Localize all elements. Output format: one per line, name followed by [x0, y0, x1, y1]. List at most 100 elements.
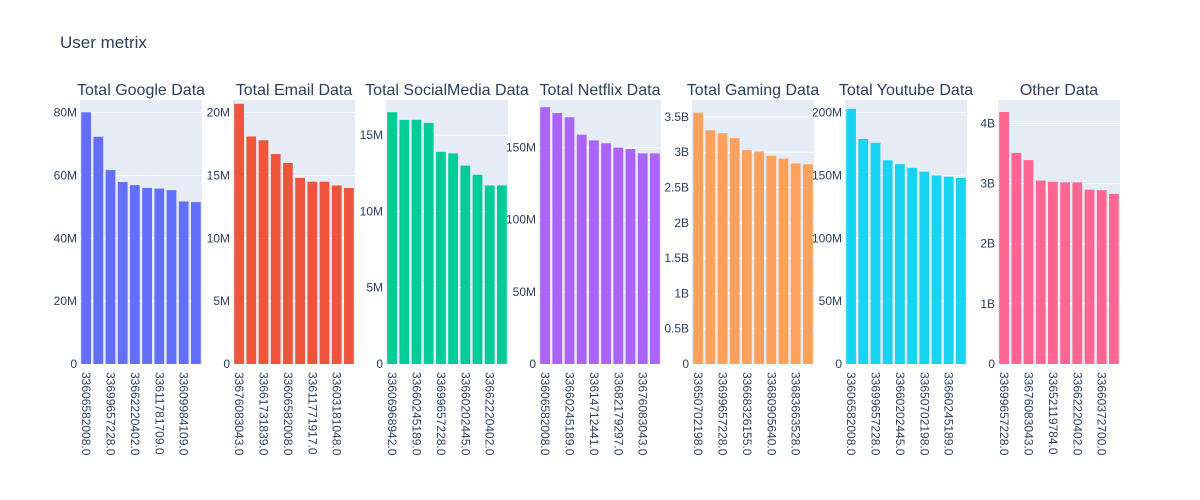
- x-tick-label: 33606968942.0: [385, 372, 399, 456]
- bar: [178, 201, 189, 364]
- bar: [344, 188, 354, 364]
- bar: [790, 163, 801, 364]
- y-tick-label: 5M: [366, 281, 383, 295]
- y-tick-label: 1B: [980, 297, 995, 311]
- y-tick-label: 200M: [812, 106, 842, 120]
- y-tick-label: 3.5B: [664, 110, 689, 124]
- y-tick-label: 50M: [513, 285, 536, 299]
- bar: [576, 134, 587, 364]
- bar: [1060, 182, 1070, 364]
- bar: [540, 107, 550, 365]
- bar: [1096, 190, 1107, 364]
- y-tick-label: 150M: [812, 168, 842, 182]
- bar: [870, 142, 881, 364]
- x-tick-label: 33683663528.0: [789, 372, 803, 456]
- x-tick-label: 33660245189.0: [410, 372, 424, 456]
- bar: [246, 136, 257, 364]
- y-tick-label: 3B: [674, 145, 689, 159]
- y-tick-label: 2B: [980, 237, 995, 251]
- x-tick-label: 33699657228.0: [869, 372, 883, 456]
- bar: [283, 162, 293, 364]
- bar: [1072, 182, 1083, 364]
- bar: [270, 154, 281, 364]
- bar: [1048, 181, 1058, 364]
- x-tick-label: 33660245189.0: [942, 372, 956, 456]
- x-tick-label: 33650702198.0: [691, 372, 705, 456]
- x-tick-label: 33650702198.0: [917, 372, 931, 456]
- bar: [931, 175, 942, 364]
- y-tick-label: 2B: [674, 216, 689, 230]
- bar: [882, 160, 893, 364]
- bar: [601, 143, 611, 364]
- bar: [717, 133, 728, 364]
- subplot-title: Total Google Data: [77, 82, 205, 99]
- bar: [319, 181, 330, 364]
- subplot-title: Total Gaming Data: [687, 82, 820, 99]
- bar: [1035, 180, 1046, 364]
- bar: [589, 140, 599, 364]
- bar: [1011, 152, 1022, 364]
- subplot-title: Other Data: [1020, 82, 1098, 99]
- y-tick-label: 15M: [360, 128, 383, 142]
- bar: [858, 138, 869, 364]
- bar: [81, 112, 91, 364]
- x-tick-label: 33660245189.0: [563, 372, 577, 456]
- bar: [729, 138, 740, 364]
- y-tick-label: 80M: [54, 106, 77, 120]
- x-tick-label: 33668326155.0: [740, 372, 754, 456]
- bar: [295, 177, 305, 364]
- bar: [117, 182, 128, 364]
- bar: [105, 170, 116, 364]
- bar: [166, 190, 177, 364]
- y-tick-label: 20M: [207, 106, 230, 120]
- bar: [907, 167, 917, 364]
- bar: [1109, 193, 1119, 364]
- bar: [742, 150, 752, 364]
- bar: [191, 202, 201, 364]
- bar: [436, 151, 446, 364]
- bar: [999, 112, 1009, 364]
- y-tick-label: 4B: [980, 116, 995, 130]
- bar: [613, 147, 624, 364]
- x-tick-label: 33603181048.0: [330, 372, 344, 456]
- subplot-title: Total SocialMedia Data: [365, 82, 529, 99]
- subplot-1: 0 20M 40M 60M 80M 33606582008.0 33699657228.0 3…: [54, 82, 205, 456]
- bar: [448, 153, 458, 364]
- bar: [154, 188, 165, 364]
- x-tick-label: 33676083043.0: [636, 372, 650, 456]
- bar: [637, 153, 648, 364]
- x-tick-label: 33611771917.0: [305, 372, 319, 455]
- bar: [399, 119, 410, 364]
- y-tick-label: 3B: [980, 177, 995, 191]
- x-tick-label: 33680905640.0: [764, 372, 778, 456]
- x-tick-label: 33699657228.0: [434, 372, 448, 456]
- bar: [423, 122, 434, 365]
- x-tick-label: 33662220402.0: [1070, 372, 1084, 456]
- subplot-2: 0 5M 10M 15M 20M 33676083043.0 33661731839.0 33…: [207, 82, 355, 456]
- bar: [130, 185, 140, 364]
- y-tick-label: 20M: [54, 294, 77, 308]
- x-tick-label: 33699657228.0: [716, 372, 730, 456]
- y-tick-label: 15M: [207, 168, 230, 182]
- y-tick-label: 0: [376, 357, 383, 371]
- subplot-5: 0 0.5B 1B 1.5B 2B 2.5B 3B 3.5B 33650702198.0 3369…: [664, 82, 819, 456]
- x-tick-label: 33662220402.0: [483, 372, 497, 456]
- bar: [895, 164, 905, 364]
- y-tick-label: 0: [223, 357, 230, 371]
- bar: [497, 185, 507, 364]
- x-tick-label: 33676083043.0: [1022, 372, 1036, 456]
- y-tick-label: 100M: [506, 213, 536, 227]
- subplot-3: 0 5M 10M 15M 33606968942.0 33660245189.0 33699…: [360, 82, 529, 456]
- y-tick-label: 1.5B: [664, 251, 689, 265]
- bar: [472, 174, 483, 364]
- chart-title: User metrix: [60, 33, 147, 52]
- bar: [387, 112, 397, 364]
- bar: [943, 176, 954, 364]
- x-tick-label: 33699657228.0: [997, 372, 1011, 456]
- bar: [693, 112, 703, 365]
- bar: [919, 171, 930, 364]
- bar: [93, 136, 104, 364]
- x-tick-label: 33606582008.0: [844, 372, 858, 456]
- subplot-4: 0 50M 100M 150M 33606582008.0 33660245189.0 33…: [506, 82, 661, 456]
- bar: [1084, 189, 1095, 364]
